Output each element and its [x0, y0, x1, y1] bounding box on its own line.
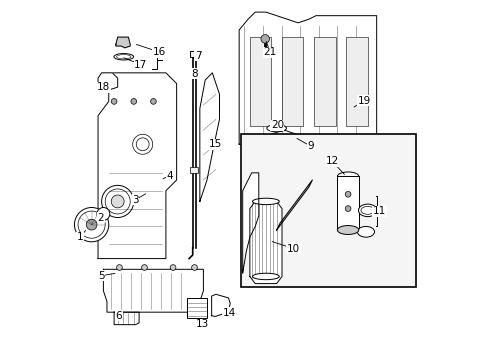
Polygon shape: [276, 180, 312, 230]
Circle shape: [261, 35, 269, 43]
Circle shape: [345, 192, 350, 197]
Circle shape: [131, 99, 136, 104]
Ellipse shape: [357, 226, 374, 237]
Circle shape: [150, 99, 156, 104]
Polygon shape: [114, 312, 139, 325]
Ellipse shape: [358, 204, 376, 217]
Text: 7: 7: [194, 51, 201, 61]
Bar: [190, 51, 198, 57]
Text: 13: 13: [195, 319, 208, 329]
Bar: [249, 37, 271, 126]
Polygon shape: [242, 173, 258, 273]
Circle shape: [111, 99, 117, 104]
Text: 9: 9: [306, 141, 313, 151]
Bar: [313, 37, 335, 126]
Circle shape: [97, 207, 110, 220]
Ellipse shape: [360, 206, 374, 214]
Bar: [190, 167, 198, 173]
Circle shape: [116, 265, 122, 270]
Text: 6: 6: [115, 311, 122, 321]
Bar: [241, 134, 415, 287]
Ellipse shape: [114, 54, 133, 60]
Ellipse shape: [266, 125, 286, 132]
Circle shape: [111, 195, 124, 208]
Circle shape: [170, 265, 176, 270]
Polygon shape: [103, 269, 203, 312]
Text: 16: 16: [153, 47, 166, 57]
Text: 14: 14: [223, 308, 236, 318]
Circle shape: [191, 265, 197, 270]
Text: 17: 17: [134, 60, 147, 69]
Polygon shape: [98, 73, 176, 258]
Polygon shape: [200, 73, 219, 202]
Text: 19: 19: [357, 96, 370, 106]
Polygon shape: [211, 294, 230, 316]
Text: 11: 11: [372, 206, 386, 216]
Text: 18: 18: [97, 82, 110, 92]
Circle shape: [74, 207, 108, 242]
Circle shape: [142, 265, 147, 270]
Polygon shape: [98, 73, 118, 91]
Bar: [346, 37, 367, 126]
Circle shape: [102, 185, 134, 217]
Text: 1: 1: [77, 232, 83, 242]
Circle shape: [136, 138, 149, 151]
Bar: [187, 298, 206, 318]
Text: 21: 21: [263, 47, 276, 57]
Text: 8: 8: [191, 68, 198, 78]
Bar: [282, 37, 303, 126]
Ellipse shape: [116, 55, 131, 59]
Ellipse shape: [252, 273, 279, 280]
Text: 12: 12: [325, 156, 338, 166]
Polygon shape: [116, 37, 130, 48]
Text: 20: 20: [270, 120, 284, 130]
Ellipse shape: [252, 198, 279, 204]
Text: 15: 15: [208, 139, 222, 149]
Ellipse shape: [337, 172, 358, 181]
Ellipse shape: [337, 226, 358, 234]
Circle shape: [78, 211, 105, 238]
Circle shape: [132, 134, 152, 154]
Bar: [337, 176, 358, 230]
Text: 5: 5: [98, 271, 105, 281]
Polygon shape: [239, 12, 376, 155]
Text: 2: 2: [98, 212, 104, 222]
Polygon shape: [249, 202, 282, 284]
Circle shape: [105, 189, 130, 214]
Circle shape: [345, 206, 350, 211]
Circle shape: [86, 219, 97, 230]
Text: 3: 3: [132, 195, 139, 204]
Text: 4: 4: [166, 171, 172, 181]
Text: 10: 10: [286, 244, 300, 253]
